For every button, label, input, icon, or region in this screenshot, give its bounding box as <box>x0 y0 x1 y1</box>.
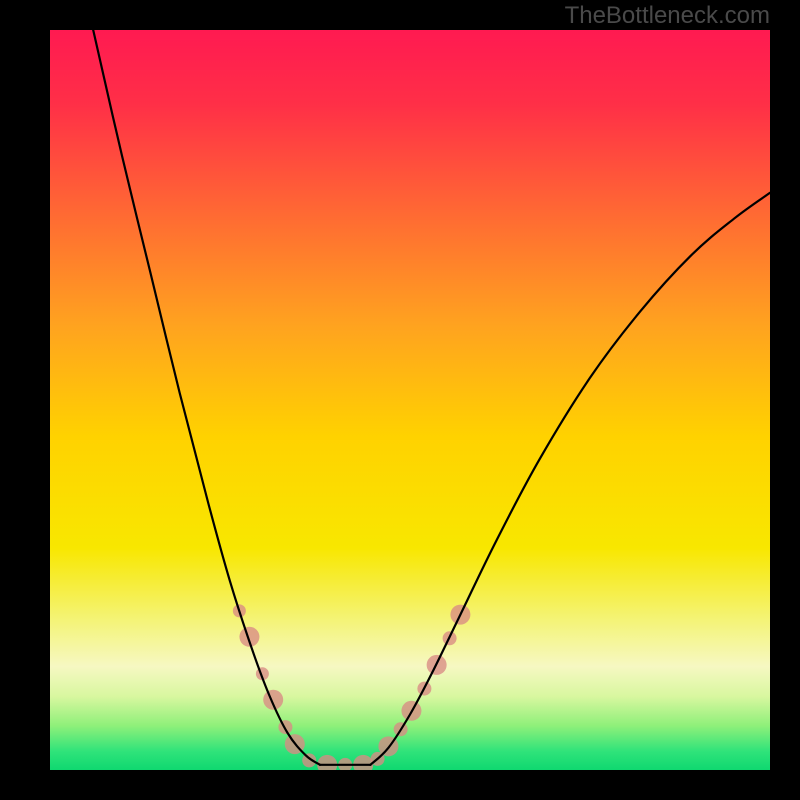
bead <box>353 755 373 770</box>
curves-layer <box>50 30 770 770</box>
chart-root: TheBottleneck.com <box>0 0 800 800</box>
watermark-text: TheBottleneck.com <box>565 2 770 30</box>
plot-area <box>50 30 770 770</box>
curve-right <box>370 193 770 765</box>
curve-left <box>93 30 320 765</box>
bead-overlay <box>233 604 471 770</box>
bead <box>317 755 337 770</box>
